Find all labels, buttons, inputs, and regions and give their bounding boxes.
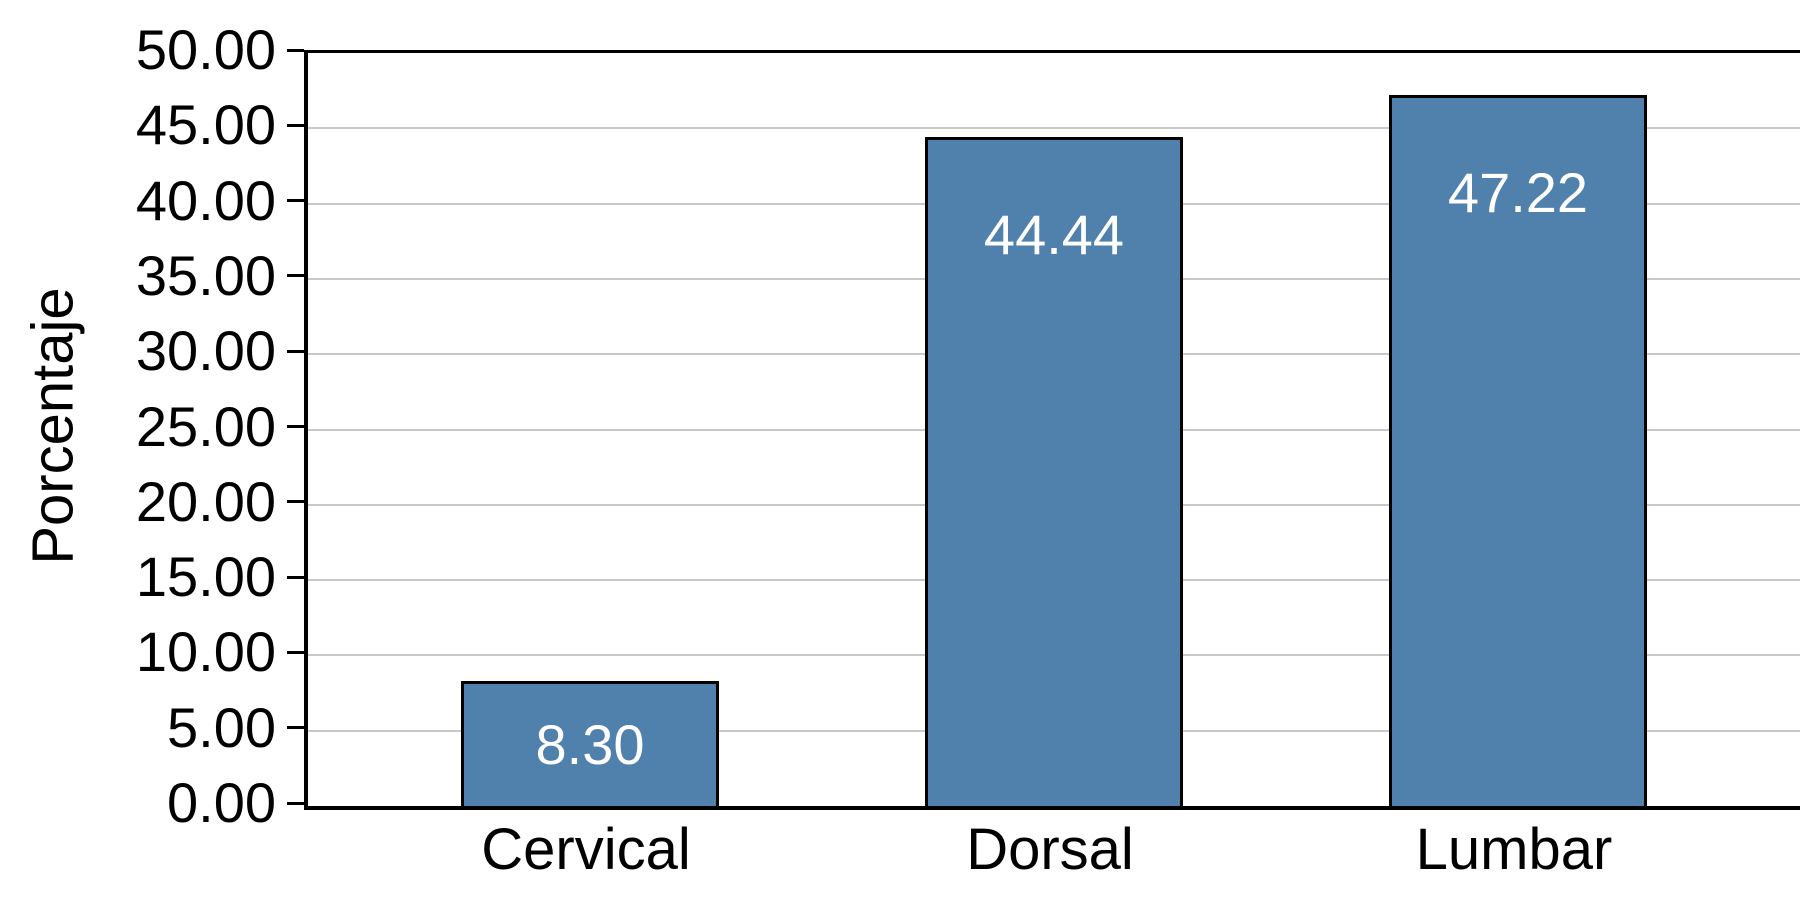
plot-area: 8.30 44.44 47.22 <box>304 50 1800 810</box>
category-label-lumbar: Lumbar <box>1415 817 1613 882</box>
y-axis-tick-label: 10.00 <box>135 620 276 684</box>
y-axis-tick <box>287 123 304 127</box>
bar-value-label: 8.30 <box>535 712 645 776</box>
y-axis-tick-label: 15.00 <box>135 545 276 609</box>
y-axis-tick <box>287 48 304 52</box>
y-axis-tick-label: 30.00 <box>135 319 276 383</box>
bar-value-label: 47.22 <box>1447 160 1589 224</box>
y-axis-tick <box>287 425 304 428</box>
y-axis-tick <box>287 199 304 203</box>
y-axis-tick <box>287 274 304 278</box>
category-label-dorsal: Dorsal <box>966 817 1134 882</box>
y-axis-tick-label: 0.00 <box>167 771 276 834</box>
y-axis-tick-label: 25.00 <box>135 394 276 458</box>
y-axis-tick-label: 20.00 <box>135 469 276 533</box>
y-axis-tick-label: 5.00 <box>167 695 276 759</box>
y-axis-tick-label: 50.00 <box>135 18 276 81</box>
bar-cervical: 8.30 <box>461 681 719 806</box>
y-axis-tick <box>287 726 304 730</box>
y-axis-tick <box>287 575 304 579</box>
y-axis-tick <box>287 801 304 805</box>
gridline <box>308 127 1800 130</box>
bar-lumbar: 47.22 <box>1389 94 1647 806</box>
y-axis-tick-label: 40.00 <box>135 168 276 232</box>
bar-value-label: 44.44 <box>983 202 1125 266</box>
y-axis-tick-label: 35.00 <box>135 243 276 307</box>
y-axis-tick <box>287 349 304 353</box>
y-axis-tick <box>287 650 304 654</box>
category-label-cervical: Cervical <box>481 817 691 882</box>
y-axis-tick <box>287 500 304 504</box>
bar-dorsal: 44.44 <box>925 136 1183 806</box>
y-axis-tick-label: 45.00 <box>135 93 276 157</box>
